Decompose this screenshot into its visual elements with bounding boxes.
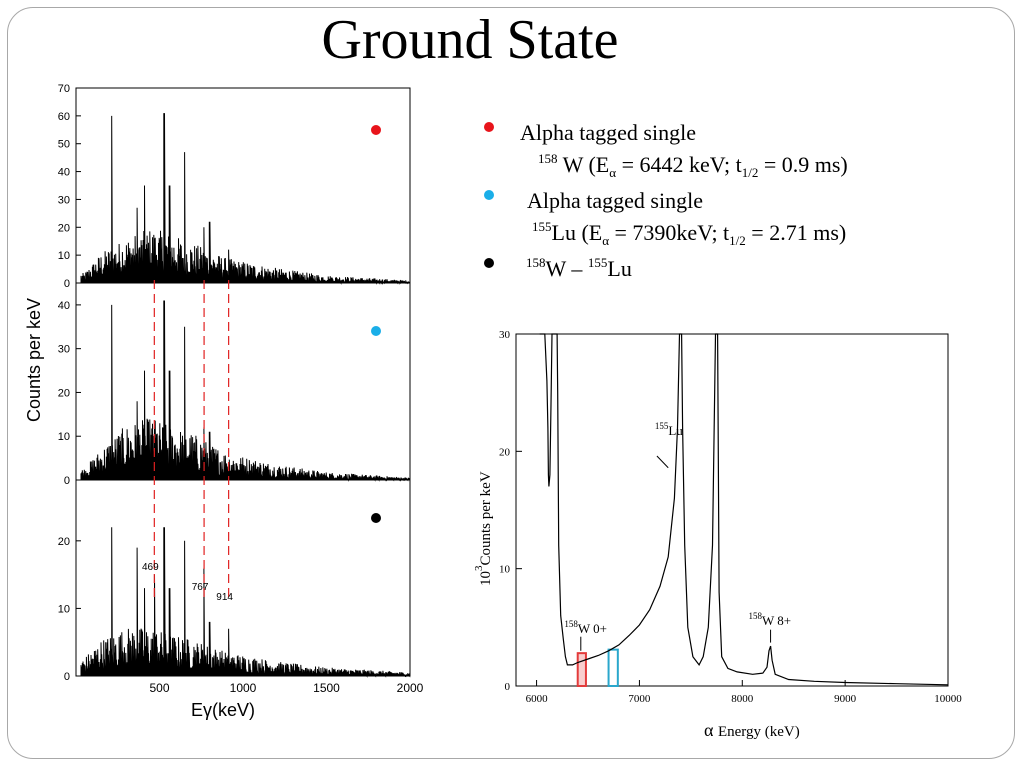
panel-marker-dot-2 bbox=[371, 326, 381, 336]
x-tick-label: 9000 bbox=[834, 693, 857, 705]
slide-title: Ground State bbox=[321, 9, 619, 71]
x-axis-alpha: α bbox=[704, 720, 718, 740]
gamma-panel-1: 0 10 20 30 40 50 60 70 bbox=[58, 83, 411, 290]
peak-label-469: 469 bbox=[142, 562, 159, 573]
x-axis-text: Energy (keV) bbox=[718, 724, 800, 740]
annotation-155Lu: 155Lu bbox=[655, 421, 683, 438]
y-axis-label: 103Counts per keV bbox=[473, 471, 494, 586]
alpha-plot-frame bbox=[515, 333, 949, 687]
annotation-pointer bbox=[656, 455, 669, 469]
y-tick-label: 20 bbox=[58, 387, 70, 399]
y-tick-label: 10 bbox=[58, 603, 70, 615]
x-tick-label: 500 bbox=[149, 681, 169, 695]
y-axis-label: Counts per keV bbox=[24, 298, 44, 422]
y-tick-label: 0 bbox=[64, 671, 70, 683]
y-tick-label: 0 bbox=[505, 681, 511, 693]
annotation-mass: 158 bbox=[748, 611, 762, 621]
gamma-spectrum-series-3 bbox=[80, 527, 411, 678]
y-tick-label: 50 bbox=[58, 139, 70, 151]
x-tick-label: 7000 bbox=[628, 693, 651, 705]
y-tick-label: 30 bbox=[499, 329, 511, 341]
y-tick-label: 70 bbox=[58, 83, 70, 95]
y-tick-label: 0 bbox=[64, 278, 70, 290]
bullet-2-line-2: 155Lu (Eα = 7390keV; t1/2 = 2.71 ms) bbox=[532, 219, 847, 248]
panel-marker-dot-3 bbox=[371, 513, 381, 523]
x-tick-label: 6000 bbox=[526, 693, 549, 705]
alpha-spectrum-series bbox=[539, 333, 949, 686]
annotation-label: Lu bbox=[668, 423, 683, 438]
peak-label-914: 914 bbox=[216, 592, 233, 603]
energy-gate-2 bbox=[607, 648, 619, 688]
slide-frame bbox=[7, 7, 1015, 759]
annotation-158W-8plus: 158W 8+ bbox=[748, 611, 791, 628]
y-tick-label: 40 bbox=[58, 300, 70, 312]
y-tick-label: 10 bbox=[58, 431, 70, 443]
y-axis-base: 10 bbox=[478, 571, 494, 586]
x-tick-label: 2000 bbox=[397, 681, 424, 695]
x-axis-label: Eγ(keV) bbox=[191, 700, 255, 720]
y-tick-label: 30 bbox=[58, 344, 70, 356]
x-tick-label: 8000 bbox=[731, 693, 754, 705]
energy-gate-1 bbox=[576, 652, 587, 687]
annotation-mass: 158 bbox=[564, 619, 578, 629]
panel-frame bbox=[75, 479, 411, 677]
gamma-spectra-chart: 0 10 20 30 40 50 60 70 0 10 20 30 40 0 10 20 500 1000 1500… bbox=[24, 83, 424, 720]
bullet-2-line-1: Alpha tagged single bbox=[527, 188, 703, 213]
x-tick-label: 10000 bbox=[934, 693, 962, 705]
bullet-1-line-2: 158 W (Eα = 6442 keV; t1/2 = 0.9 ms) bbox=[538, 151, 848, 180]
panel-frame bbox=[75, 282, 411, 481]
gamma-panel-2: 0 10 20 30 40 bbox=[58, 282, 411, 487]
y-tick-label: 60 bbox=[58, 111, 70, 123]
x-tick-label: 1500 bbox=[313, 681, 340, 695]
y-tick-label: 10 bbox=[58, 250, 70, 262]
y-tick-label: 0 bbox=[64, 475, 70, 487]
gamma-spectrum-series-1 bbox=[80, 113, 411, 285]
y-tick-label: 40 bbox=[58, 167, 70, 179]
annotation-label: W 8+ bbox=[762, 613, 791, 628]
gamma-panel-3: 0 10 20 bbox=[58, 479, 411, 683]
annotation-label: W 0+ bbox=[578, 621, 607, 636]
annotation-158W-0plus: 158W 0+ bbox=[564, 619, 607, 636]
x-tick-label: 1000 bbox=[230, 681, 257, 695]
y-tick-label: 20 bbox=[499, 446, 511, 458]
bullet-3-line-1: 158W – 155Lu bbox=[526, 255, 632, 281]
bullet-marker-red bbox=[484, 122, 494, 132]
y-axis-exp: 3 bbox=[473, 565, 485, 571]
peak-label-767: 767 bbox=[192, 582, 209, 593]
bullet-marker-black bbox=[484, 258, 494, 268]
bullet-marker-blue bbox=[484, 190, 494, 200]
y-tick-label: 20 bbox=[58, 536, 70, 548]
x-axis-label: α Energy (keV) bbox=[704, 720, 800, 740]
y-tick-label: 30 bbox=[58, 194, 70, 206]
y-tick-label: 10 bbox=[499, 564, 511, 576]
gamma-spectrum-series-2 bbox=[80, 300, 411, 482]
annotation-mass: 155 bbox=[655, 421, 669, 431]
panel-marker-dot-1 bbox=[371, 125, 381, 135]
y-axis-text: Counts per keV bbox=[478, 471, 494, 565]
y-tick-label: 20 bbox=[58, 222, 70, 234]
bullet-1-line-1: Alpha tagged single bbox=[520, 120, 696, 145]
